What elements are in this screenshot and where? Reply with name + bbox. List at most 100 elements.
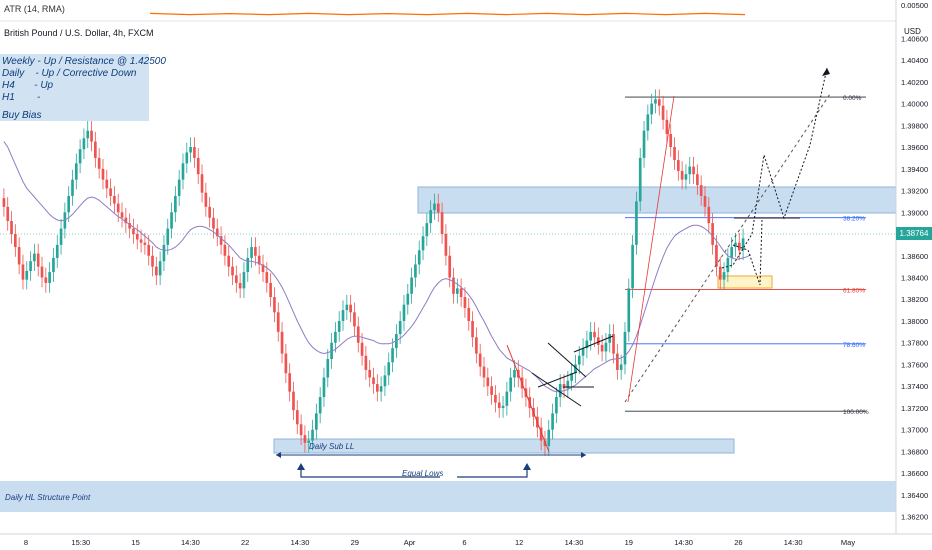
equal-lows-label: Equal Lows xyxy=(402,469,443,478)
candle-body xyxy=(574,364,577,374)
daily-hl-label: Daily HL Structure Point xyxy=(5,493,91,502)
bias-line-h4: H4 - Up xyxy=(2,80,54,91)
price-tick-label: 1.38600 xyxy=(901,252,928,261)
candle-body xyxy=(189,147,192,153)
candle-body xyxy=(646,114,650,131)
candle-body xyxy=(353,312,356,327)
time-tick-label: 14:30 xyxy=(181,538,200,547)
price-tick-label: 1.40000 xyxy=(901,100,928,109)
candle-body xyxy=(204,192,208,207)
atr-indicator-label[interactable]: ATR (14, RMA) xyxy=(4,4,65,14)
price-tick-label: 1.37400 xyxy=(901,382,928,391)
range-arrow-right xyxy=(581,452,586,458)
fib-level-label: 78.60% xyxy=(843,342,865,349)
price-tick-label: 1.40400 xyxy=(901,56,928,65)
candle-body xyxy=(21,264,25,280)
candle-body xyxy=(734,242,737,248)
price-tick-label: 1.37600 xyxy=(901,360,928,369)
bias-line-daily: Daily - Up / Corrective Down xyxy=(2,68,137,79)
candle-body xyxy=(692,166,695,175)
candle-body xyxy=(36,253,40,267)
candle-body xyxy=(261,264,265,273)
candle-body xyxy=(139,239,143,243)
candle-body xyxy=(337,320,341,332)
candle-body xyxy=(433,203,436,211)
price-tick-label: 1.39000 xyxy=(901,208,928,217)
candle-body xyxy=(505,391,509,406)
candle-body xyxy=(356,326,360,343)
time-tick-label: 19 xyxy=(625,538,633,547)
candle-body xyxy=(414,264,417,278)
candle-body xyxy=(196,157,200,175)
candle-body xyxy=(707,206,711,224)
candle-body xyxy=(551,413,554,430)
candle-body xyxy=(612,334,615,354)
instrument-title[interactable]: British Pound / U.S. Dollar, 4h, FXCM xyxy=(4,28,154,38)
price-axis[interactable]: 1.40600 1.40400 1.40200 1.40000 1.39800 1.396… xyxy=(901,34,928,521)
candle-body xyxy=(387,362,391,376)
candle-body xyxy=(40,266,44,278)
candle-body xyxy=(59,228,63,245)
candle-body xyxy=(345,304,349,311)
candle-body xyxy=(132,228,135,235)
candle-body xyxy=(124,217,128,224)
candle-body xyxy=(48,272,51,283)
price-tick-label: 1.39400 xyxy=(901,165,928,174)
candle-body xyxy=(284,353,288,374)
candle-body xyxy=(162,244,166,262)
bear-channel-line xyxy=(506,344,550,453)
candle-body xyxy=(543,440,547,447)
candle-body xyxy=(467,307,471,321)
candle-body xyxy=(475,337,478,354)
candle-body xyxy=(143,242,147,245)
candle-body xyxy=(425,223,429,237)
candle-body xyxy=(696,174,699,186)
atr-line xyxy=(149,12,746,16)
candle-body xyxy=(246,257,250,273)
candle-body xyxy=(242,272,246,289)
candle-body xyxy=(715,244,718,267)
candle-body xyxy=(307,440,311,443)
bias-note: Weekly - Up / Resistance @ 1.42500 Daily… xyxy=(0,54,166,121)
candle-body xyxy=(231,266,234,276)
bias-line-h1: H1 - xyxy=(2,92,41,103)
current-price-tag: 1.38764 xyxy=(896,227,932,240)
candle-body xyxy=(726,257,730,273)
candle-body xyxy=(661,105,665,120)
candle-body xyxy=(135,234,139,240)
candle-body xyxy=(219,236,223,245)
price-tick-label: 1.39600 xyxy=(901,143,928,152)
candle-body xyxy=(17,247,21,265)
candle-body xyxy=(490,386,493,395)
bracket-arrow-left xyxy=(297,463,305,470)
candle-body xyxy=(635,201,638,245)
price-tick-label: 1.36600 xyxy=(901,469,928,478)
equal-lows-bracket-left xyxy=(300,467,440,478)
candle-body xyxy=(33,253,36,262)
candle-body xyxy=(440,212,444,235)
candle-body xyxy=(250,247,253,258)
candle-body xyxy=(29,261,32,271)
candle-body xyxy=(341,310,345,321)
candle-body xyxy=(436,203,440,213)
time-axis[interactable]: 8 15:30 15 14:30 22 14:30 29 Apr 6 12 14:30 19 14:30… xyxy=(24,538,855,547)
candle-body xyxy=(25,270,29,280)
candle-body xyxy=(459,288,463,298)
candle-body xyxy=(128,223,131,229)
candle-body xyxy=(265,272,269,283)
candle-body xyxy=(120,212,124,218)
candle-body xyxy=(174,195,177,213)
currency-label: USD xyxy=(904,27,921,36)
candle-body xyxy=(200,174,204,193)
bias-line-weekly: Weekly - Up / Resistance @ 1.42500 xyxy=(2,56,166,67)
price-tick-label: 1.40600 xyxy=(901,34,928,43)
time-tick-label: 12 xyxy=(515,538,523,547)
candle-body xyxy=(684,174,688,180)
candle-body xyxy=(193,147,196,158)
candle-body xyxy=(254,247,257,256)
candle-body xyxy=(654,99,657,104)
candle-body xyxy=(158,261,162,276)
candle-body xyxy=(711,223,714,245)
atr-axis-value: 0.00500 xyxy=(901,1,928,10)
